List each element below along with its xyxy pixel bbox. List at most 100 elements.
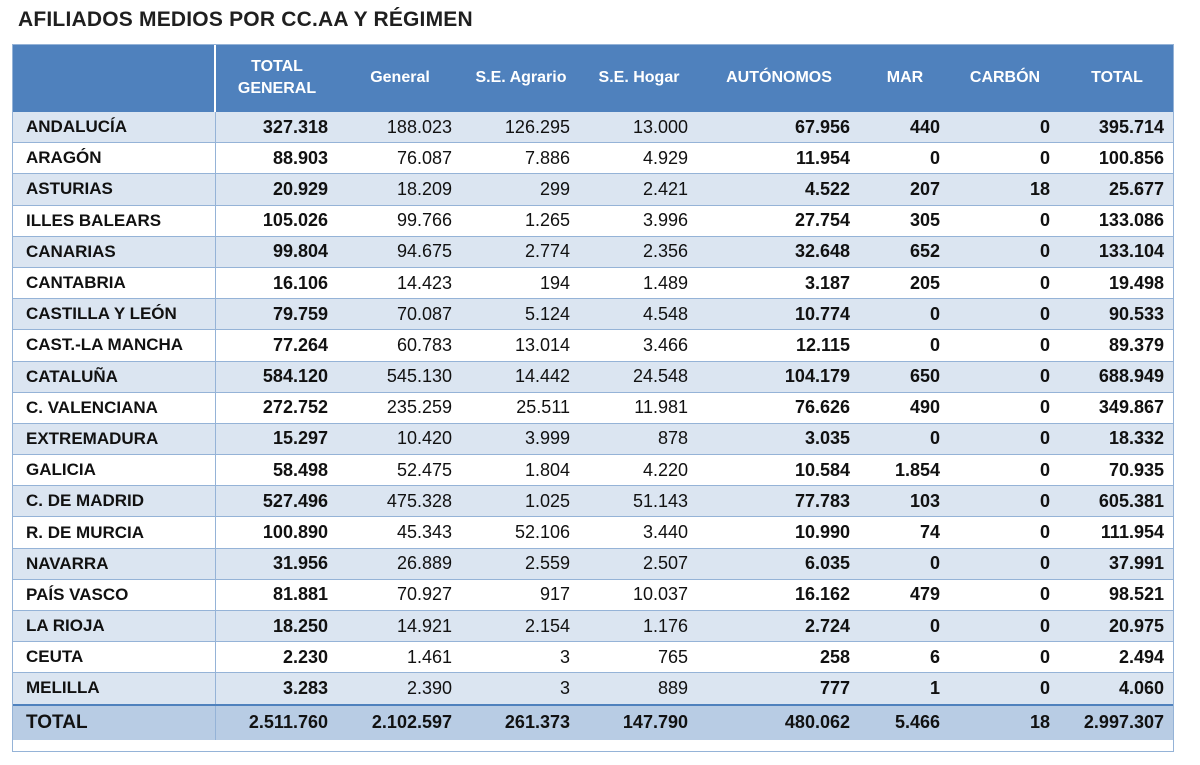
- total-value-cell-carbon: 18: [950, 703, 1060, 740]
- value-cell-mar: 205: [860, 267, 950, 300]
- value-cell-autonomos: 6.035: [698, 548, 860, 580]
- value-cell-general: 545.130: [338, 361, 462, 393]
- region-name-cell: CATALUÑA: [12, 361, 216, 393]
- value-cell-carbon: 0: [950, 516, 1060, 549]
- value-cell-total: 133.104: [1060, 236, 1174, 268]
- header-cell-se-agrario: S.E. Agrario: [462, 44, 580, 112]
- value-cell-carbon: 0: [950, 485, 1060, 518]
- value-cell-total: 349.867: [1060, 392, 1174, 424]
- value-cell-general: 14.423: [338, 267, 462, 300]
- value-cell-autonomos: 27.754: [698, 205, 860, 237]
- value-cell-se-agrario: 126.295: [462, 112, 580, 144]
- value-cell-total-general: 3.283: [215, 672, 338, 706]
- value-cell-total-general: 16.106: [215, 267, 338, 300]
- value-cell-carbon: 0: [950, 298, 1060, 331]
- region-name-cell: MELILLA: [12, 672, 216, 706]
- region-name-cell: ANDALUCÍA: [12, 112, 216, 144]
- value-cell-autonomos: 104.179: [698, 361, 860, 393]
- value-cell-se-hogar: 3.996: [580, 205, 698, 237]
- value-cell-se-hogar: 11.981: [580, 392, 698, 424]
- region-name-cell: NAVARRA: [12, 548, 216, 580]
- total-value-cell-total: 2.997.307: [1060, 703, 1174, 740]
- value-cell-total: 20.975: [1060, 610, 1174, 643]
- table-row: CATALUÑA 584.120 545.130 14.442 24.548 104.17…: [12, 361, 1174, 393]
- value-cell-mar: 479: [860, 579, 950, 612]
- value-cell-carbon: 0: [950, 454, 1060, 487]
- value-cell-total-general: 79.759: [215, 298, 338, 331]
- region-name-cell: EXTREMADURA: [12, 423, 216, 456]
- table-row: EXTREMADURA 15.297 10.420 3.999 878 3.035 0 0 18…: [12, 423, 1174, 456]
- value-cell-mar: 6: [860, 641, 950, 674]
- value-cell-total: 133.086: [1060, 205, 1174, 237]
- region-name-cell: CANARIAS: [12, 236, 216, 268]
- header-row: TOTAL GENERAL General S.E. Agrario S.E. …: [12, 44, 1174, 112]
- value-cell-total-general: 327.318: [215, 112, 338, 144]
- header-cell-region: [12, 44, 216, 112]
- value-cell-mar: 0: [860, 423, 950, 456]
- region-name-cell: R. DE MURCIA: [12, 516, 216, 549]
- region-name-cell: C. DE MADRID: [12, 485, 216, 518]
- value-cell-mar: 490: [860, 392, 950, 424]
- value-cell-autonomos: 16.162: [698, 579, 860, 612]
- value-cell-general: 10.420: [338, 423, 462, 456]
- value-cell-general: 26.889: [338, 548, 462, 580]
- total-value-cell-se-hogar: 147.790: [580, 703, 698, 740]
- value-cell-total-general: 31.956: [215, 548, 338, 580]
- table-row: MELILLA 3.283 2.390 3 889 777 1 0 4.060: [12, 672, 1174, 706]
- value-cell-total: 98.521: [1060, 579, 1174, 612]
- value-cell-se-hogar: 2.421: [580, 173, 698, 206]
- value-cell-total-general: 81.881: [215, 579, 338, 612]
- value-cell-carbon: 0: [950, 579, 1060, 612]
- value-cell-general: 14.921: [338, 610, 462, 643]
- table-row: GALICIA 58.498 52.475 1.804 4.220 10.584 1.854…: [12, 454, 1174, 487]
- value-cell-se-hogar: 4.220: [580, 454, 698, 487]
- value-cell-total: 688.949: [1060, 361, 1174, 393]
- value-cell-general: 94.675: [338, 236, 462, 268]
- value-cell-carbon: 0: [950, 142, 1060, 175]
- value-cell-total: 70.935: [1060, 454, 1174, 487]
- value-cell-autonomos: 77.783: [698, 485, 860, 518]
- region-name-cell: CANTABRIA: [12, 267, 216, 300]
- value-cell-se-agrario: 2.559: [462, 548, 580, 580]
- value-cell-total: 100.856: [1060, 142, 1174, 175]
- value-cell-general: 235.259: [338, 392, 462, 424]
- value-cell-se-agrario: 299: [462, 173, 580, 206]
- value-cell-total-general: 2.230: [215, 641, 338, 674]
- table-body: ANDALUCÍA 327.318 188.023 126.295 13.000 67.9…: [12, 112, 1174, 740]
- value-cell-mar: 74: [860, 516, 950, 549]
- value-cell-se-hogar: 765: [580, 641, 698, 674]
- value-cell-general: 52.475: [338, 454, 462, 487]
- value-cell-general: 1.461: [338, 641, 462, 674]
- value-cell-carbon: 0: [950, 205, 1060, 237]
- value-cell-mar: 103: [860, 485, 950, 518]
- value-cell-se-hogar: 10.037: [580, 579, 698, 612]
- total-value-cell-autonomos: 480.062: [698, 703, 860, 740]
- table-row: ARAGÓN 88.903 76.087 7.886 4.929 11.954 0 0 100.…: [12, 142, 1174, 175]
- value-cell-se-hogar: 1.176: [580, 610, 698, 643]
- header-cell-general: General: [338, 44, 462, 112]
- value-cell-autonomos: 4.522: [698, 173, 860, 206]
- value-cell-mar: 207: [860, 173, 950, 206]
- value-cell-se-hogar: 13.000: [580, 112, 698, 144]
- value-cell-se-agrario: 1.025: [462, 485, 580, 518]
- value-cell-total-general: 105.026: [215, 205, 338, 237]
- header-cell-se-hogar: S.E. Hogar: [580, 44, 698, 112]
- value-cell-carbon: 18: [950, 173, 1060, 206]
- value-cell-se-hogar: 24.548: [580, 361, 698, 393]
- value-cell-carbon: 0: [950, 610, 1060, 643]
- value-cell-total: 89.379: [1060, 329, 1174, 362]
- table-row: ASTURIAS 20.929 18.209 299 2.421 4.522 207 18 25…: [12, 173, 1174, 206]
- value-cell-autonomos: 2.724: [698, 610, 860, 643]
- value-cell-total-general: 88.903: [215, 142, 338, 175]
- value-cell-mar: 0: [860, 298, 950, 331]
- value-cell-carbon: 0: [950, 236, 1060, 268]
- value-cell-autonomos: 777: [698, 672, 860, 706]
- value-cell-se-agrario: 194: [462, 267, 580, 300]
- value-cell-se-agrario: 2.774: [462, 236, 580, 268]
- table-row: CEUTA 2.230 1.461 3 765 258 6 0 2.494: [12, 641, 1174, 674]
- total-value-cell-mar: 5.466: [860, 703, 950, 740]
- value-cell-se-hogar: 889: [580, 672, 698, 706]
- header-cell-total: TOTAL: [1060, 44, 1174, 112]
- value-cell-se-agrario: 25.511: [462, 392, 580, 424]
- value-cell-se-hogar: 4.929: [580, 142, 698, 175]
